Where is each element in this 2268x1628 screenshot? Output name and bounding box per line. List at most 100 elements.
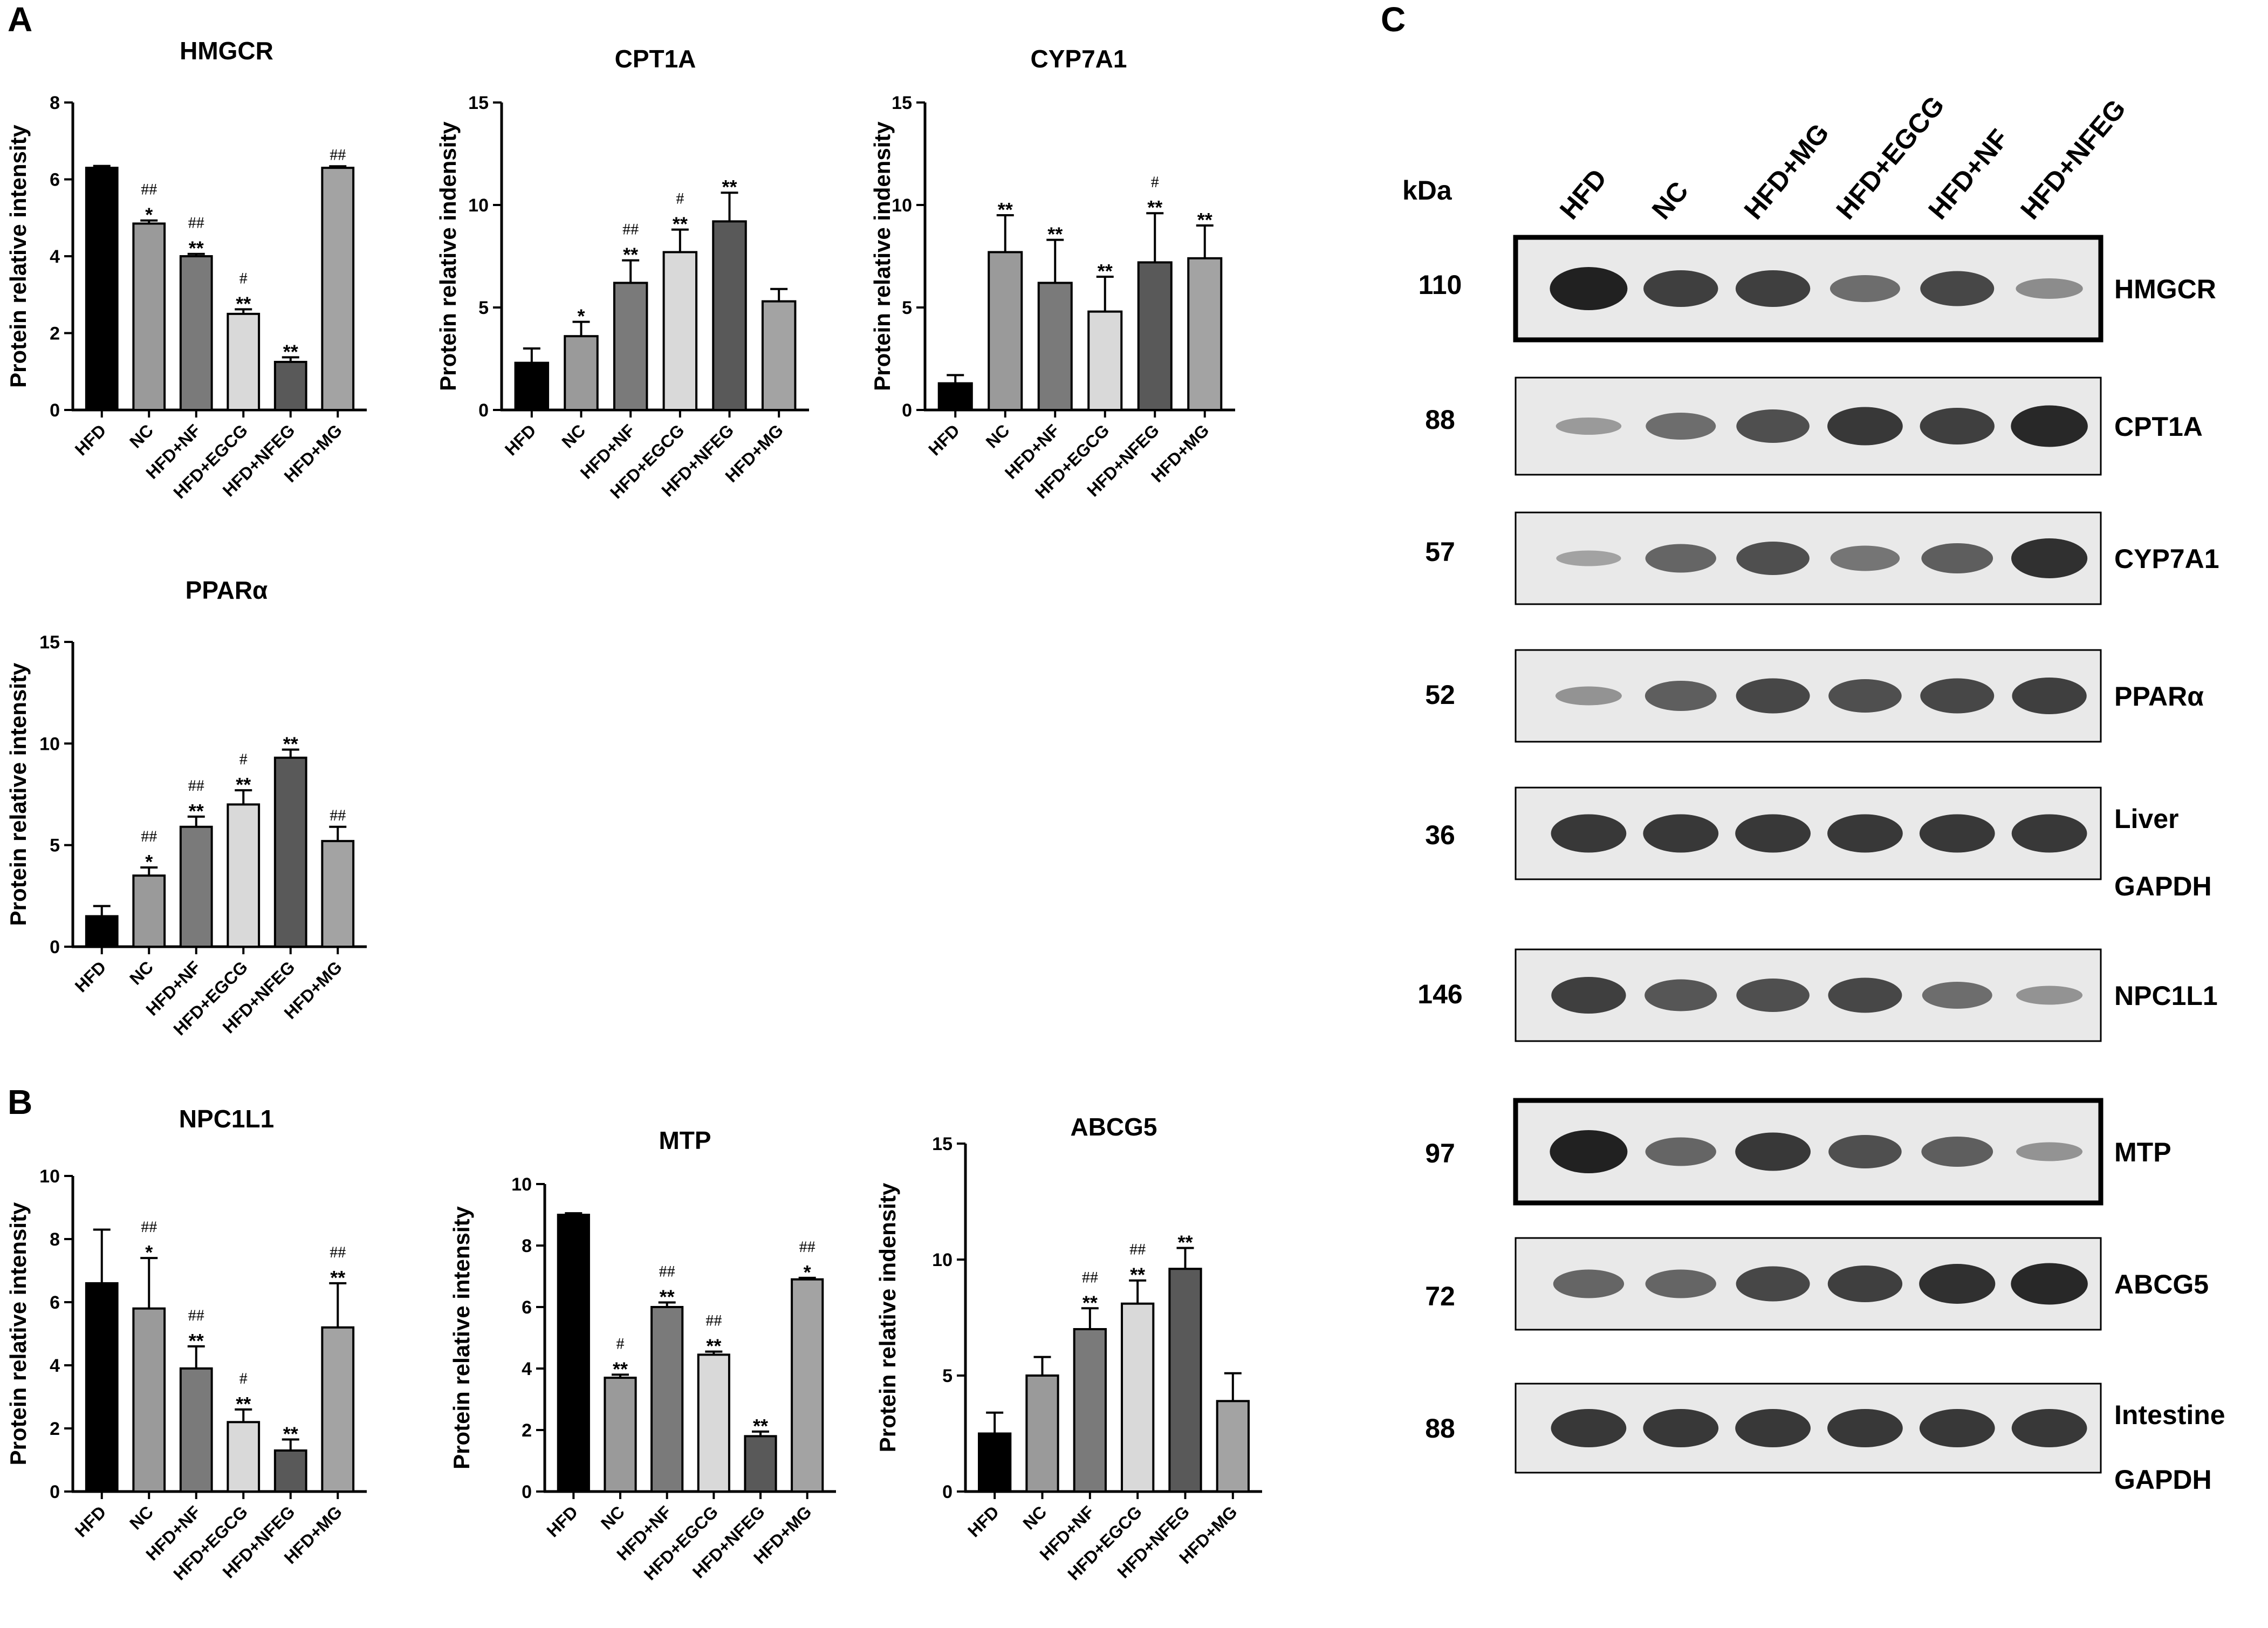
kda-value: 88 bbox=[1425, 1413, 1455, 1444]
y-tick-label: 8 bbox=[50, 1229, 60, 1250]
significance-stars: ** bbox=[236, 1393, 251, 1415]
bar-HFD+NFEG bbox=[1137, 261, 1173, 411]
x-tick-label: NC bbox=[982, 420, 1013, 452]
x-tick-label: NC bbox=[597, 1502, 628, 1533]
bar-HFD+EGCG bbox=[1087, 310, 1123, 411]
bar-HFD+NF bbox=[1073, 1328, 1107, 1493]
x-tick-label: HFD bbox=[71, 420, 110, 459]
x-tick-label: NC bbox=[126, 420, 157, 452]
protein-band bbox=[1921, 1137, 1993, 1167]
kda-value: 57 bbox=[1425, 537, 1455, 567]
y-tick-label: 15 bbox=[468, 93, 489, 113]
protein-band bbox=[1921, 543, 1993, 573]
y-tick-label: 6 bbox=[522, 1297, 532, 1318]
panel-letter-c: C bbox=[1381, 0, 1406, 39]
y-tick-label: 15 bbox=[932, 1134, 953, 1154]
y-tick-label: 15 bbox=[39, 632, 60, 653]
protein-band bbox=[1645, 681, 1717, 711]
x-tick-label: HFD bbox=[71, 1502, 110, 1541]
significance-hash: ## bbox=[141, 827, 157, 845]
panel-letter-a: A bbox=[8, 0, 32, 39]
significance-stars: ** bbox=[330, 1267, 345, 1289]
y-tick-label: 0 bbox=[50, 400, 60, 421]
significance-stars: ** bbox=[1098, 260, 1113, 282]
significance-hash: ## bbox=[622, 221, 639, 238]
protein-band bbox=[1920, 408, 1995, 444]
y-tick-label: 10 bbox=[511, 1174, 532, 1195]
y-tick-label: 10 bbox=[39, 734, 60, 754]
significance-hash: ## bbox=[705, 1312, 722, 1330]
bar-HFD+EGCG bbox=[227, 803, 261, 948]
kda-value: 146 bbox=[1417, 979, 1462, 1009]
bar-HFD+MG bbox=[321, 1326, 355, 1493]
chart-0: HMGCR Protein relative intensity 0 2 4 6 8 HFD *… bbox=[5, 37, 367, 502]
blot-row-0: 110 HMGCR bbox=[1419, 235, 2216, 343]
significance-hash: ## bbox=[141, 181, 157, 199]
bar-NC bbox=[604, 1377, 637, 1493]
bar-HFD+NFEG bbox=[273, 360, 307, 411]
x-tick-label: HFD bbox=[924, 420, 963, 459]
x-tick-label: HFD bbox=[71, 957, 110, 996]
chart-2: CYP7A1 Protein relative indensity 0 5 10 15 HF… bbox=[869, 45, 1235, 502]
significance-stars: * bbox=[145, 1241, 153, 1263]
y-tick-label: 10 bbox=[932, 1250, 953, 1270]
bar-HFD+EGCG bbox=[227, 312, 261, 411]
protein-band bbox=[1736, 979, 1810, 1012]
protein-band bbox=[1920, 678, 1995, 714]
y-tick-label: 0 bbox=[50, 1482, 60, 1502]
protein-label: HMGCR bbox=[2114, 274, 2216, 304]
y-tick-label: 8 bbox=[50, 93, 60, 113]
y-axis-label: Protein relative indensity bbox=[435, 121, 461, 391]
bar-NC bbox=[1025, 1374, 1059, 1493]
bar-HFD+MG bbox=[1187, 257, 1223, 411]
lane-label: HFD+NFEG bbox=[2015, 94, 2132, 225]
y-tick-label: 15 bbox=[892, 93, 912, 113]
y-axis-label: Protein relative intensity bbox=[5, 1202, 31, 1465]
protein-band bbox=[1735, 814, 1811, 853]
protein-band bbox=[1736, 1266, 1810, 1302]
protein-band bbox=[1550, 1130, 1628, 1173]
protein-band bbox=[1551, 814, 1627, 853]
significance-stars: ** bbox=[623, 244, 638, 266]
x-tick-label: NC bbox=[126, 1502, 157, 1533]
y-axis-label: Protein relative indensity bbox=[869, 121, 895, 391]
significance-hash: ## bbox=[188, 214, 204, 232]
protein-band bbox=[1827, 1266, 1903, 1302]
y-tick-label: 0 bbox=[902, 400, 912, 421]
protein-band bbox=[1919, 1264, 1996, 1304]
chart-4: NPC1L1 Protein relative intensity 0 2 4 6 8 10 H… bbox=[5, 1105, 367, 1584]
blot-row-2: 57 CYP7A1 bbox=[1425, 511, 2219, 605]
bar-HFD+NF bbox=[1037, 282, 1073, 412]
y-axis-label: Protein relative intensity bbox=[5, 124, 31, 387]
significance-hash: ## bbox=[141, 1218, 157, 1236]
significance-stars: ** bbox=[236, 292, 251, 314]
x-tick-label: HFD bbox=[501, 420, 540, 459]
blot-row-3: 52 PPARα bbox=[1425, 649, 2204, 743]
significance-hash: # bbox=[676, 190, 684, 208]
y-tick-label: 2 bbox=[522, 1420, 532, 1441]
protein-label: ABCG5 bbox=[2114, 1269, 2209, 1299]
bar-HFD+EGCG bbox=[227, 1421, 261, 1493]
kda-value: 36 bbox=[1425, 820, 1455, 850]
protein-band bbox=[1556, 550, 1621, 566]
blot-row-6: 97 MTP bbox=[1425, 1098, 2171, 1206]
chart-title: NPC1L1 bbox=[179, 1105, 274, 1133]
bar-HFD+NFEG bbox=[273, 756, 307, 948]
y-tick-label: 0 bbox=[478, 400, 489, 421]
protein-band bbox=[1735, 1132, 1811, 1171]
x-tick-label: NC bbox=[126, 957, 157, 988]
bar-HFD bbox=[557, 1214, 590, 1493]
protein-band bbox=[1550, 267, 1628, 310]
blot-row-8: 88 Intestine GAPDH bbox=[1425, 1383, 2225, 1495]
significance-stars: ** bbox=[283, 733, 298, 755]
significance-hash: # bbox=[1151, 173, 1159, 191]
bar-HFD bbox=[978, 1432, 1012, 1493]
bar-HFD bbox=[937, 382, 973, 411]
protein-band bbox=[1828, 977, 1902, 1013]
protein-band bbox=[1645, 1137, 1716, 1166]
y-tick-label: 2 bbox=[50, 324, 60, 344]
protein-band bbox=[2011, 814, 2087, 853]
significance-stars: ** bbox=[660, 1285, 675, 1308]
significance-stars: ** bbox=[1177, 1232, 1193, 1254]
